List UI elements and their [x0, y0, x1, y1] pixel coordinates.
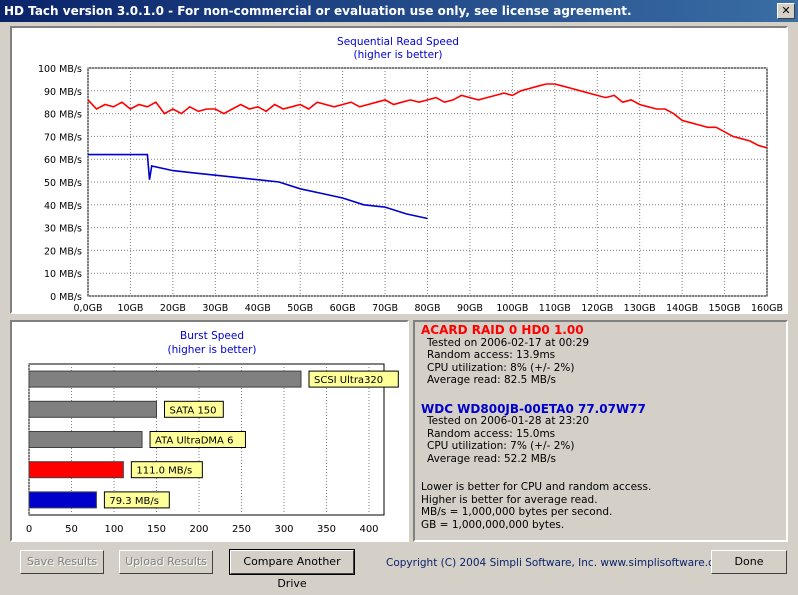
seq-x-tick-label: 100GB [496, 303, 528, 312]
seq-x-tick-label: 90GB [457, 303, 483, 312]
seq-x-tick-label: 110GB [539, 303, 571, 312]
seq-series-line-2 [88, 153, 428, 220]
seq-y-tick-label: 0 MB/s [50, 292, 82, 303]
window-title: HD Tach version 3.0.1.0 - For non-commer… [4, 4, 632, 18]
burst-bar-label: 111.0 MB/s [136, 466, 192, 477]
seq-x-tick-label: 160GB [751, 303, 783, 312]
note-line: GB = 1,000,000,000 bytes. [421, 518, 565, 531]
seq-y-tick-label: 90 MB/s [44, 87, 82, 98]
burst-chart-title: Burst Speed [180, 330, 244, 342]
seq-x-tick-label: 130GB [624, 303, 656, 312]
seq-x-tick-label: 60GB [330, 303, 356, 312]
burst-bar-label: 79.3 MB/s [109, 496, 159, 507]
drive1-random-access: Random access: 13.9ms [427, 349, 556, 361]
burst-bar-label-box [308, 370, 399, 388]
burst-bar [28, 400, 157, 418]
seq-y-tick-label: 30 MB/s [44, 224, 82, 235]
burst-x-tick-label: 400 [359, 524, 378, 535]
burst-chart-subtitle: (higher is better) [167, 344, 256, 356]
burst-bar [28, 461, 124, 479]
burst-bar [28, 370, 302, 388]
seq-x-tick-label: 40GB [245, 303, 271, 312]
burst-bar [28, 491, 97, 509]
done-button[interactable]: Done [711, 550, 787, 574]
drive1-average-read: Average read: 82.5 MB/s [427, 374, 556, 386]
burst-x-tick-label: 250 [232, 524, 251, 535]
drive2-name: WDC WD800JB-00ETA0 77.07W77 [421, 401, 646, 416]
note-line: Lower is better for CPU and random acces… [421, 481, 652, 493]
drive2-average-read: Average read: 52.2 MB/s [427, 452, 556, 465]
burst-bar-label: SATA 150 [170, 405, 217, 416]
drive1-tested: Tested on 2006-02-17 at 00:29 [427, 336, 590, 349]
seq-x-tick-label: 150GB [709, 303, 741, 312]
seq-x-tick-label: 140GB [666, 303, 698, 312]
burst-bar-label: SCSI Ultra320 [314, 375, 383, 386]
seq-x-tick-label: 10GB [117, 303, 143, 312]
seq-x-tick-label: 70GB [372, 303, 398, 312]
sequential-read-panel: Sequential Read Speed (higher is better)… [10, 26, 788, 314]
seq-y-tick-label: 60 MB/s [44, 155, 82, 166]
compare-another-drive-button[interactable]: Compare Another Drive [229, 549, 355, 590]
burst-x-tick-label: 0 [26, 524, 32, 535]
burst-bar [28, 431, 143, 448]
seq-x-tick-label: 50GB [287, 303, 313, 312]
copyright-text: Copyright (C) 2004 Simpli Software, Inc.… [386, 557, 731, 569]
seq-x-tick-label: 80GB [415, 303, 441, 312]
seq-y-tick-label: 40 MB/s [44, 201, 82, 212]
sequential-read-chart: Sequential Read Speed (higher is better)… [38, 36, 783, 314]
seq-series-line-1 [87, 83, 768, 149]
burst-x-tick-label: 50 [65, 524, 78, 535]
burst-x-tick-label: 300 [274, 524, 293, 535]
burst-bar-label: ATA UltraDMA 6 [155, 436, 233, 447]
seq-y-tick-label: 70 MB/s [44, 132, 82, 143]
burst-bar-label-box [103, 491, 170, 509]
drive2-cpu: CPU utilization: 7% (+/- 2%) [427, 440, 575, 452]
seq-y-tick-label: 20 MB/s [44, 246, 82, 257]
upload-results-button[interactable]: Upload Results [119, 550, 213, 574]
seq-y-tick-label: 10 MB/s [44, 269, 82, 280]
drive2-random-access: Random access: 15.0ms [427, 427, 556, 440]
title-bar: HD Tach version 3.0.1.0 - For non-commer… [0, 0, 798, 22]
note-line: MB/s = 1,000,000 bytes per second. [421, 506, 613, 518]
burst-x-tick-label: 200 [189, 524, 208, 535]
burst-bar-label-box [164, 400, 224, 418]
burst-x-tick-label: 150 [147, 524, 166, 535]
seq-y-tick-label: 80 MB/s [44, 110, 82, 121]
seq-y-tick-label: 100 MB/s [38, 64, 82, 75]
burst-speed-panel: Burst Speed (higher is better) 0 50 100 150… [10, 320, 409, 542]
burst-bar-label-box [130, 461, 203, 479]
burst-x-tick-label: 350 [317, 524, 336, 535]
note-line: Higher is better for average read. [421, 493, 598, 506]
seq-x-tick-label: 30GB [202, 303, 228, 312]
drive1-cpu: CPU utilization: 8% (+/- 2%) [427, 361, 575, 374]
burst-bar-label-box [149, 431, 246, 448]
seq-x-tick-label: 0,0GB [74, 303, 103, 312]
burst-speed-chart: Burst Speed (higher is better) 0 50 100 150… [26, 330, 399, 535]
drive-info-panel: ACARD RAID 0 HD0 1.00 Tested on 2006-02-… [413, 320, 788, 542]
seq-x-tick-label: 120GB [581, 303, 613, 312]
seq-x-tick-label: 20GB [160, 303, 186, 312]
burst-x-tick-label: 100 [104, 524, 123, 535]
drive1-name: ACARD RAID 0 HD0 1.00 [421, 323, 584, 337]
save-results-button[interactable]: Save Results [20, 550, 104, 574]
seq-y-tick-label: 50 MB/s [44, 178, 82, 189]
close-button[interactable]: ✕ [777, 3, 795, 19]
drive2-tested: Tested on 2006-01-28 at 23:20 [427, 415, 590, 427]
seq-chart-title: Sequential Read Speed [337, 36, 459, 48]
seq-chart-subtitle: (higher is better) [353, 49, 442, 61]
